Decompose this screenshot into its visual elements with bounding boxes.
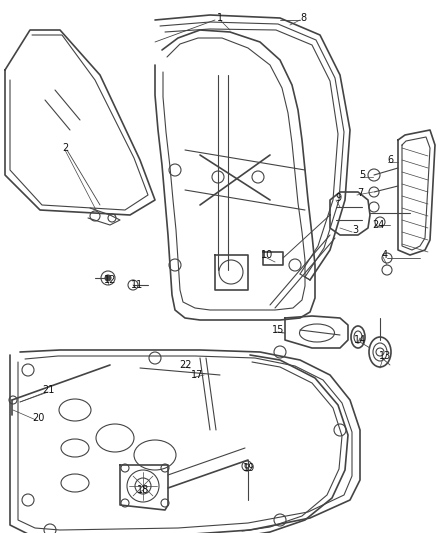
Text: 20: 20: [32, 413, 44, 423]
Text: 13: 13: [379, 351, 391, 361]
Text: 6: 6: [387, 155, 393, 165]
Text: 1: 1: [217, 13, 223, 23]
Text: 12: 12: [104, 275, 116, 285]
Text: 2: 2: [62, 143, 68, 153]
Text: 14: 14: [354, 335, 366, 345]
Text: 11: 11: [131, 280, 143, 290]
Text: 21: 21: [42, 385, 54, 395]
Text: 18: 18: [137, 485, 149, 495]
Text: 22: 22: [179, 360, 191, 370]
Text: 5: 5: [359, 170, 365, 180]
Text: 9: 9: [335, 193, 341, 203]
Text: 24: 24: [372, 220, 384, 230]
Text: 4: 4: [382, 250, 388, 260]
Text: 17: 17: [191, 370, 203, 380]
Text: 15: 15: [272, 325, 284, 335]
Text: 10: 10: [261, 250, 273, 260]
Text: 7: 7: [357, 188, 363, 198]
Circle shape: [105, 275, 111, 281]
Text: 8: 8: [300, 13, 306, 23]
Text: 3: 3: [352, 225, 358, 235]
Text: 19: 19: [243, 463, 255, 473]
